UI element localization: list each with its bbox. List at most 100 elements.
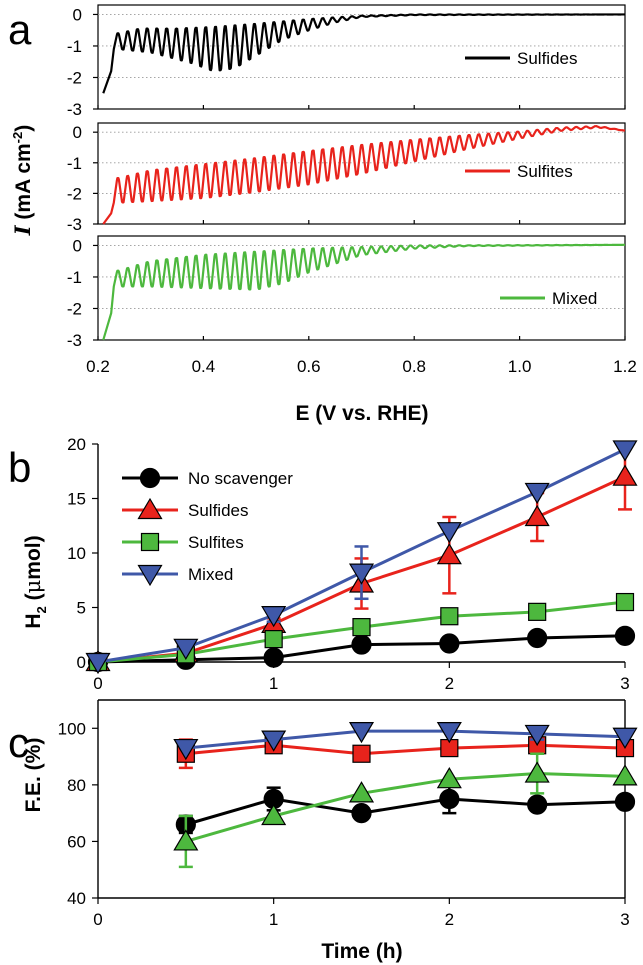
series-line	[185, 743, 626, 756]
legend-item: Sulfites	[122, 532, 244, 552]
data-point	[439, 633, 460, 654]
y-tick-label: 10	[67, 544, 86, 563]
subplot-sulfites: 0 -1 -2 -3 Sulfites	[67, 122, 626, 234]
y-tick-label: -2	[67, 299, 82, 318]
data-point	[348, 781, 375, 803]
legend-label: Sulfites	[517, 162, 573, 181]
series-mixed	[173, 722, 638, 761]
data-point	[173, 738, 199, 761]
data-point	[348, 722, 375, 744]
y-tick-label: -3	[67, 215, 82, 234]
data-point	[612, 764, 638, 786]
x-tick-label: 2	[445, 910, 454, 929]
data-point	[440, 607, 459, 626]
data-point	[524, 761, 550, 783]
legend-label: Mixed	[188, 565, 233, 584]
y-tick-label: 0	[77, 653, 86, 672]
y-tick-label: 60	[67, 832, 86, 851]
x-tick-label: 0	[93, 910, 102, 929]
data-point	[612, 464, 638, 486]
data-point	[264, 630, 283, 649]
x-tick-label: 2	[445, 674, 454, 693]
subplot-sulfides: 0 -1 -2 -3 Sulfides	[67, 4, 626, 119]
y-tick-label: -1	[67, 37, 82, 56]
legend-label: Mixed	[552, 289, 597, 308]
series-line	[185, 771, 626, 843]
panel-a: a I (mA cm-2) E (V vs. RHE) 0 -1 -2 -3 Sulfi…	[8, 4, 637, 425]
y-tick-label: -1	[67, 154, 82, 173]
data-point	[348, 563, 375, 585]
legend-marker	[139, 467, 161, 489]
panel-c: c F.E. (%) Time (h) 40 60 80 100 0 1 2 3	[8, 699, 638, 963]
panel-b-ylabel-rest: (	[22, 593, 45, 606]
panel-a-ylabel: I (mA cm-2)	[10, 125, 35, 236]
panel-c-ylabel: F.E. (%)	[22, 738, 45, 813]
legend-label: Sulfides	[517, 49, 577, 68]
data-point	[524, 724, 550, 747]
data-point	[261, 606, 287, 628]
x-tick-label: 0	[93, 674, 102, 693]
y-tick-label: 20	[67, 435, 86, 454]
data-point	[352, 744, 371, 763]
x-tick-label: 1.2	[613, 357, 637, 376]
subplot-frame	[97, 122, 626, 225]
panel-c-xlabel: Time (h)	[321, 940, 402, 963]
legend-marker	[137, 564, 163, 587]
data-point	[612, 727, 638, 749]
panel-b-ylabel-unit: mol)	[22, 535, 45, 579]
series-no-scavenger	[175, 783, 636, 835]
legend-label: No scavenger	[188, 469, 293, 488]
panel-label-b: b	[8, 444, 31, 491]
data-point	[436, 542, 462, 565]
y-tick-label: 100	[58, 719, 86, 738]
series-line	[185, 729, 626, 750]
y-tick-label: 80	[67, 776, 86, 795]
y-tick-label: 0	[73, 123, 82, 142]
x-tick-label: 0.6	[297, 357, 321, 376]
y-tick-label: 40	[67, 889, 86, 908]
panel-b-ylabel: H2 (μmol)	[21, 535, 49, 628]
legend-item: No scavenger	[122, 467, 293, 489]
y-tick-label: -3	[67, 331, 82, 350]
x-tick-label: 1.0	[508, 357, 532, 376]
y-tick-label: -2	[67, 68, 82, 87]
legend-item: Sulfides	[122, 497, 248, 520]
y-tick-label: 0	[73, 5, 82, 24]
trace-sulfides	[102, 13, 626, 94]
x-tick-label: 3	[620, 910, 629, 929]
data-point	[439, 788, 460, 810]
data-point	[524, 504, 550, 527]
panel-label-c: c	[8, 719, 29, 766]
panel-a-ylabel-rest: (mA cm	[12, 143, 35, 225]
data-point	[524, 482, 550, 505]
panel-a-xlabel: E (V vs. RHE)	[295, 402, 428, 425]
data-point	[528, 602, 547, 621]
legend-marker	[137, 497, 163, 520]
x-tick-label: 3	[620, 674, 629, 693]
y-tick-label: -3	[67, 100, 82, 119]
data-point	[173, 638, 199, 661]
panel-a-ylabel-sup: -2	[10, 132, 25, 144]
x-tick-label: 0.2	[86, 357, 110, 376]
x-tick-label: 0.8	[402, 357, 426, 376]
panel-label-a: a	[8, 6, 32, 53]
panel-b-ylabel-greek: μ	[21, 580, 45, 594]
data-point	[614, 625, 636, 646]
legend-label: Sulfides	[188, 501, 248, 520]
x-tick-label: 0.4	[192, 357, 216, 376]
legend-marker	[140, 532, 160, 552]
data-point	[351, 803, 372, 824]
subplot-mixed: 0 -1 -2 -3 Mixed	[67, 235, 626, 350]
trace-sulfites	[102, 125, 626, 225]
data-point	[261, 803, 287, 826]
data-point	[351, 634, 372, 655]
trace-mixed	[102, 243, 626, 341]
data-point	[263, 647, 284, 668]
panel-b-ylabel-sub: 2	[34, 606, 49, 613]
data-point	[436, 522, 462, 544]
subplot-frame	[97, 4, 626, 110]
series-sulfites	[173, 752, 638, 869]
subplot-frame	[97, 235, 626, 341]
